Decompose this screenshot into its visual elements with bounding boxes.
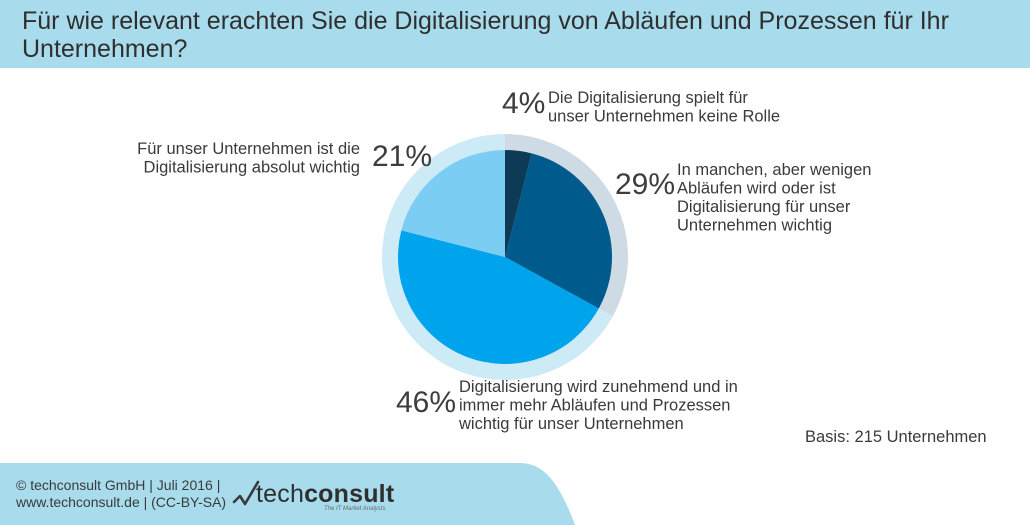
slice-label-3-line-1: Digitalisierung wird zunehmend und in xyxy=(459,378,738,396)
copyright-line-1: © techconsult GmbH | Juli 2016 | xyxy=(16,477,221,493)
slice-label-4-line-1: Für unser Unternehmen ist die xyxy=(137,140,360,158)
techconsult-logo: techconsult The IT Market Analysts xyxy=(232,478,402,518)
logo-tagline: The IT Market Analysts xyxy=(324,506,386,512)
slice-percent-1: 4% xyxy=(502,87,545,120)
footer-band xyxy=(0,463,575,525)
slice-label-1-line-2: unser Unternehmen keine Rolle xyxy=(548,108,780,126)
slice-label-2-line-3: Digitalisierung für unser xyxy=(677,198,851,216)
logo-wordmark: techconsult xyxy=(256,480,394,509)
pie-slices xyxy=(398,149,612,364)
pie-slice-4 xyxy=(401,149,505,257)
pie-slice-3 xyxy=(398,230,599,364)
pie-slice-2 xyxy=(505,153,612,309)
header-band xyxy=(0,0,1030,68)
pie-slice-1 xyxy=(505,150,532,257)
copyright: © techconsult GmbH | Juli 2016 | www.tec… xyxy=(16,477,226,511)
slice-label-2-line-2: Abläufen wird oder ist xyxy=(677,180,836,198)
basis-note: Basis: 215 Unternehmen xyxy=(805,428,987,446)
chart-title: Für wie relevant erachten Sie die Digita… xyxy=(22,7,949,63)
slice-label-3-line-2: immer mehr Abläufen und Prozessen xyxy=(459,397,730,415)
slice-label-2-line-4: Unternehmen wichtig xyxy=(677,217,832,235)
slice-percent-4: 21% xyxy=(372,140,432,173)
logo-text-bold: consult xyxy=(304,480,395,508)
slice-label-1-line-1: Die Digitalisierung spielt für xyxy=(548,89,748,107)
slice-percent-2: 29% xyxy=(615,168,675,201)
slice-label-4-line-2: Digitalisierung absolut wichtig xyxy=(144,159,360,177)
logo-text-light: tech xyxy=(256,480,305,508)
copyright-line-2: www.techconsult.de | (CC-BY-SA) xyxy=(16,494,227,510)
slice-percent-3: 46% xyxy=(396,386,456,419)
logo-check-icon xyxy=(232,480,260,506)
slice-label-3-line-3: wichtig für unser Unternehmen xyxy=(458,415,684,433)
slice-label-2-line-1: In manchen, aber wenigen xyxy=(677,161,871,179)
